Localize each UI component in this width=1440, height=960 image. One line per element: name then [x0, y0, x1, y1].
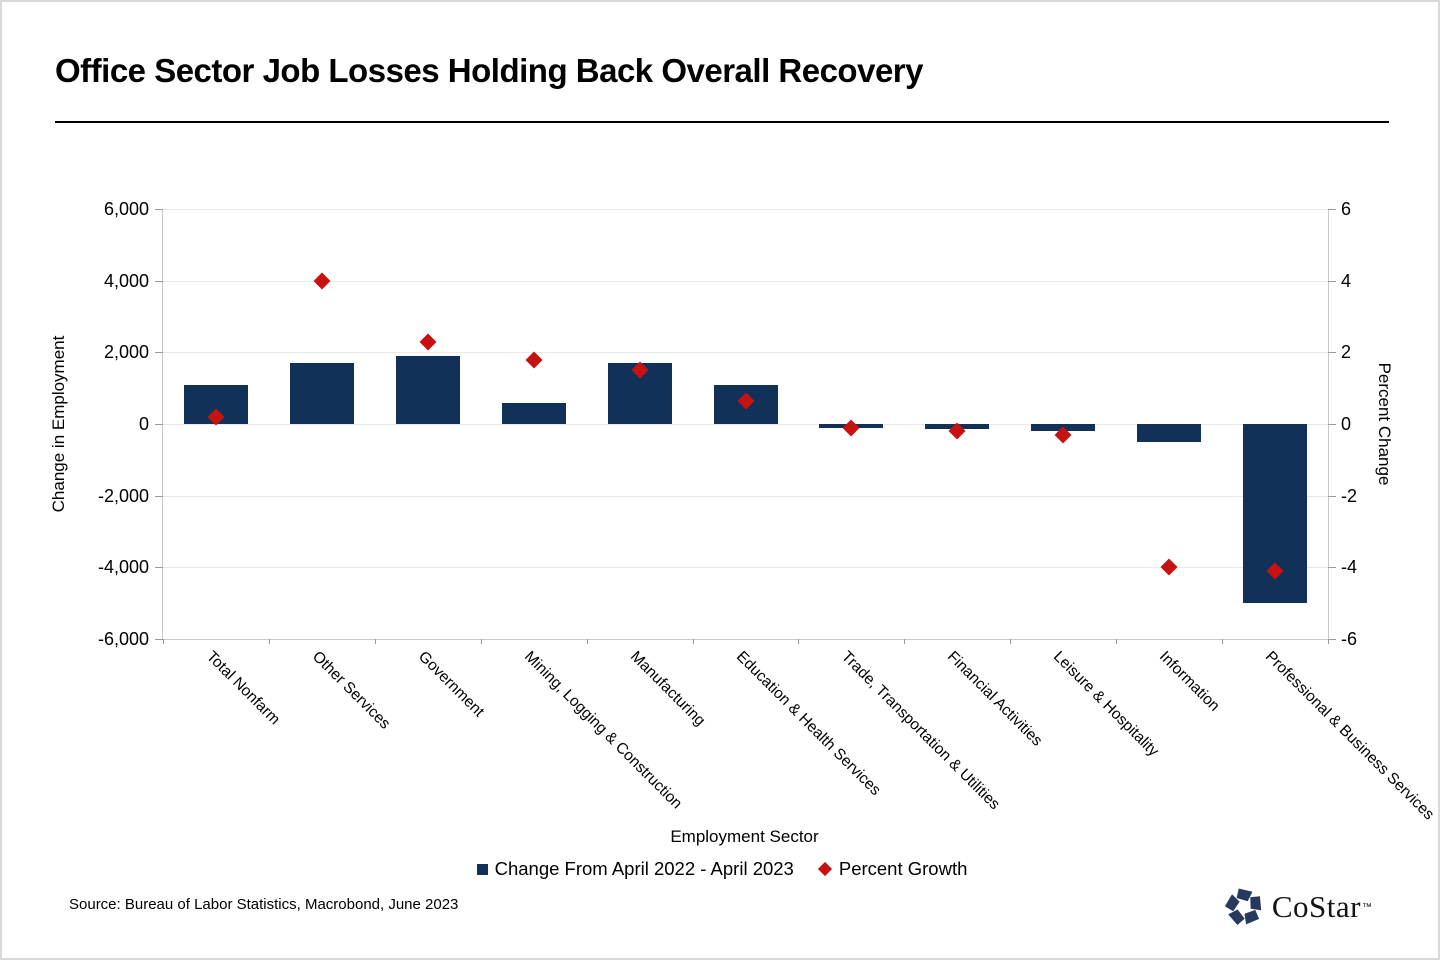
percent-growth-marker [842, 419, 860, 437]
left-axis-tick [155, 352, 163, 354]
legend: Change From April 2022 - April 2023 Perc… [2, 858, 1438, 880]
right-axis-tick-label: 6 [1341, 199, 1352, 219]
gridline [163, 352, 1328, 354]
trademark-symbol: ™ [1362, 901, 1372, 913]
left-axis-tick [155, 209, 163, 210]
right-axis-tick [1328, 639, 1336, 640]
left-axis-tick [155, 495, 163, 497]
left-axis-tick-label: 4,000 [103, 270, 149, 291]
right-axis-tick [1328, 495, 1336, 497]
bar-other-services [289, 363, 354, 424]
x-axis-tick [268, 639, 270, 644]
x-axis-tick [480, 639, 482, 644]
legend-marker-label: Percent Growth [838, 858, 968, 879]
x-axis-tick [904, 639, 906, 644]
percent-growth-marker [525, 351, 543, 368]
gridline [163, 495, 1328, 497]
left-axis-title: Change in Employment [49, 335, 68, 513]
x-category-label: Information [1156, 648, 1223, 715]
left-axis-tick-label: -2,000 [97, 485, 149, 506]
x-category-label: Professional & Business Services [1262, 648, 1438, 824]
right-axis-tick-label: -4 [1341, 557, 1358, 578]
x-axis-tick [692, 639, 694, 644]
right-axis-tick-label: -6 [1341, 629, 1358, 649]
gridline [163, 280, 1328, 282]
left-axis-tick-label: 2,000 [103, 342, 149, 363]
x-category-label: Total Nonfarm [202, 648, 284, 729]
page-title: Office Sector Job Losses Holding Back Ov… [55, 52, 924, 89]
left-axis-tick-label: -4,000 [97, 557, 149, 578]
right-axis-title: Percent Change [1375, 362, 1394, 486]
x-axis-tick [586, 639, 588, 644]
left-axis-tick [155, 567, 163, 569]
legend-item-markers: Percent Growth [817, 858, 968, 880]
bar-mining-logging-construction [501, 402, 566, 424]
diamond-series-swatch-icon [817, 861, 832, 877]
x-axis-tick [1222, 639, 1224, 644]
x-category-label: Leisure & Hospitality [1050, 648, 1163, 760]
gridline [163, 424, 1328, 425]
bar-information [1137, 424, 1202, 442]
x-axis-tick [374, 639, 376, 644]
right-axis-tick-label: 2 [1341, 342, 1352, 363]
right-axis-tick [1328, 209, 1336, 210]
bar-series-swatch-icon [476, 863, 488, 875]
right-axis-tick [1328, 352, 1336, 354]
left-axis-tick [155, 639, 163, 640]
percent-growth-marker [1160, 558, 1178, 576]
left-axis-tick [155, 424, 163, 425]
bar-government [395, 355, 460, 424]
gridline [163, 209, 1328, 210]
left-axis-tick-label: 6,000 [103, 199, 149, 219]
left-axis-tick [155, 280, 163, 282]
right-axis-tick [1328, 280, 1336, 282]
percent-growth-marker [313, 272, 331, 290]
percent-growth-marker [419, 333, 437, 351]
gridline [163, 567, 1328, 569]
x-axis-tick [163, 639, 164, 644]
costar-pinwheel-icon [1224, 888, 1262, 926]
x-axis-tick [1328, 639, 1329, 644]
x-axis-title: Employment Sector [670, 827, 819, 846]
right-axis-tick-label: 0 [1341, 414, 1352, 434]
legend-bar-label: Change From April 2022 - April 2023 [494, 858, 794, 879]
right-axis-tick [1328, 424, 1336, 425]
x-category-label: Other Services [308, 648, 394, 733]
right-axis-tick-label: 4 [1341, 270, 1352, 291]
legend-item-bars: Change From April 2022 - April 2023 [476, 858, 794, 880]
source-note: Source: Bureau of Labor Statistics, Macr… [69, 896, 459, 913]
right-axis-tick [1328, 567, 1336, 569]
right-axis-tick-label: -2 [1341, 485, 1358, 506]
x-category-label: Financial Activities [944, 648, 1046, 750]
x-axis-tick [798, 639, 800, 644]
x-axis-tick [1116, 639, 1118, 644]
left-axis-tick-label: -6,000 [97, 629, 149, 649]
x-category-label: Manufacturing [626, 648, 709, 730]
title-underline [55, 121, 1389, 123]
costar-wordmark: CoStar [1271, 889, 1361, 924]
plot-area: 6,000 6 4,000 4 2,000 2 0 0 -2,000 -2 -4,000 -4 -6,0… [98, 200, 1357, 648]
costar-logo: CoStar ™ [1224, 888, 1372, 926]
left-axis-tick-label: 0 [138, 414, 149, 434]
x-axis-tick [1010, 639, 1012, 644]
x-category-label: Government [414, 648, 488, 721]
